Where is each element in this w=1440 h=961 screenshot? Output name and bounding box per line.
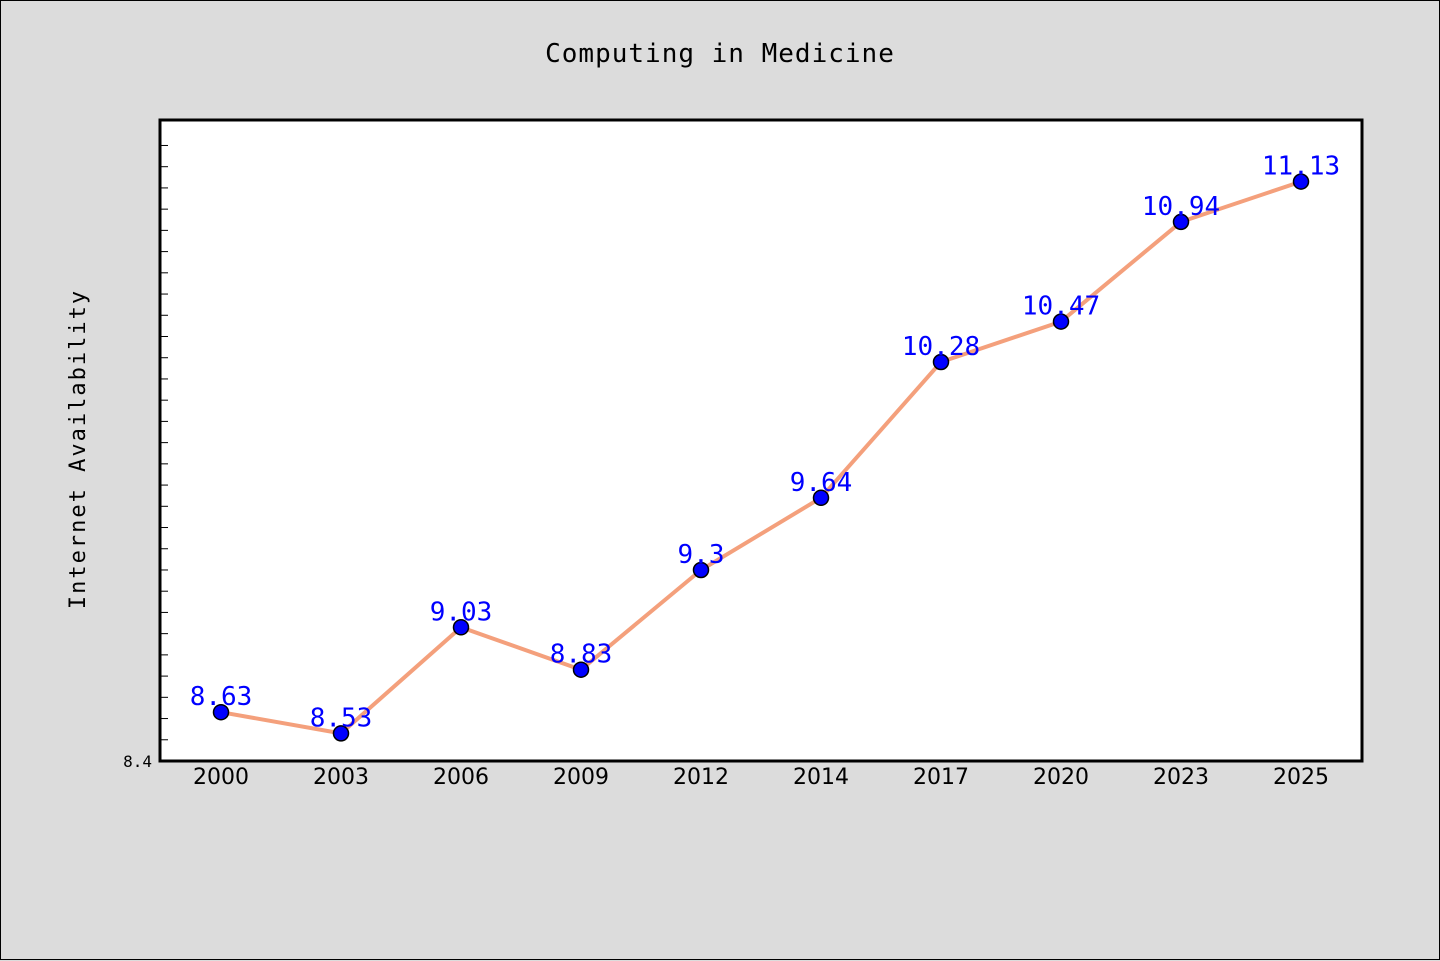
y-axis-ticks xyxy=(160,144,168,741)
data-point xyxy=(812,489,830,507)
data-label: 9.03 xyxy=(430,597,493,627)
x-tick-label: 2009 xyxy=(553,765,609,790)
data-label: 8.53 xyxy=(310,703,373,733)
data-point xyxy=(332,725,350,742)
data-labels: 8.63 8.53 9.03 8.83 9.3 9.64 10.28 10.47 10.94 11… xyxy=(190,152,1340,734)
x-tick-label: 2023 xyxy=(1153,765,1209,790)
x-tick-label: 2000 xyxy=(193,765,249,790)
y-tick-labels: 8.4 xyxy=(123,752,152,771)
x-tick-label: 2006 xyxy=(433,765,489,790)
data-point xyxy=(1292,173,1310,190)
data-point xyxy=(692,561,710,579)
x-tick-labels: 2000 2003 2006 2009 2012 2014 2017 2020 2023 2025 xyxy=(193,765,1329,790)
x-tick-label: 2025 xyxy=(1273,765,1329,790)
chart-title: Computing in Medicine xyxy=(545,39,895,69)
data-label: 11.13 xyxy=(1262,152,1340,182)
x-tick-label: 2017 xyxy=(913,765,969,790)
data-label: 10.28 xyxy=(902,332,980,362)
data-label: 9.64 xyxy=(790,468,853,498)
data-label: 10.94 xyxy=(1142,192,1220,222)
series-line xyxy=(220,179,1302,736)
y-axis-label: Internet Availability xyxy=(66,289,91,609)
x-tick-label: 2012 xyxy=(673,765,729,790)
data-markers xyxy=(212,173,1310,742)
data-point xyxy=(572,661,590,678)
data-point xyxy=(932,353,950,371)
data-label: 8.83 xyxy=(550,640,613,670)
x-tick-label: 2020 xyxy=(1033,765,1089,790)
plot-area xyxy=(158,118,1364,763)
data-point xyxy=(452,619,470,636)
data-point xyxy=(212,703,230,721)
x-tick-label: 2014 xyxy=(793,765,849,790)
data-label: 10.47 xyxy=(1022,292,1100,322)
x-tick-label: 2003 xyxy=(313,765,369,790)
data-point xyxy=(1172,213,1190,231)
data-label: 8.63 xyxy=(190,682,253,712)
data-point xyxy=(1052,313,1070,330)
data-label: 9.3 xyxy=(678,540,725,570)
y-tick-label: 8.4 xyxy=(123,752,152,771)
